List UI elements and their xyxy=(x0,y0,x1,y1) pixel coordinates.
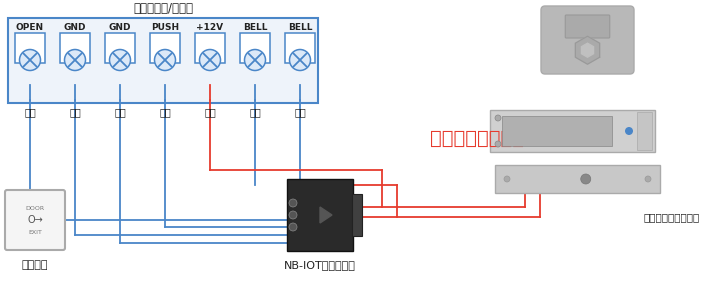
Circle shape xyxy=(244,49,265,71)
Text: GND: GND xyxy=(108,23,131,32)
Text: +12V: +12V xyxy=(196,23,224,32)
FancyBboxPatch shape xyxy=(495,165,660,193)
Polygon shape xyxy=(582,43,593,57)
Text: 蓝色: 蓝色 xyxy=(159,107,171,117)
Text: 门锁直通控制模式: 门锁直通控制模式 xyxy=(430,128,524,148)
FancyBboxPatch shape xyxy=(240,33,270,63)
Circle shape xyxy=(645,176,651,182)
Bar xyxy=(637,112,652,150)
FancyBboxPatch shape xyxy=(8,18,318,103)
FancyBboxPatch shape xyxy=(150,33,180,63)
Text: GND: GND xyxy=(64,23,87,32)
Text: 红色: 红色 xyxy=(204,107,216,117)
FancyBboxPatch shape xyxy=(195,33,225,63)
Text: 电控灵性锁或磁力锁: 电控灵性锁或磁力锁 xyxy=(643,212,700,222)
FancyBboxPatch shape xyxy=(15,33,45,63)
FancyBboxPatch shape xyxy=(285,33,315,63)
Circle shape xyxy=(289,199,297,207)
FancyBboxPatch shape xyxy=(565,15,610,38)
Circle shape xyxy=(110,49,130,71)
Text: BELL: BELL xyxy=(243,23,268,32)
Circle shape xyxy=(289,49,310,71)
Polygon shape xyxy=(575,36,600,64)
FancyBboxPatch shape xyxy=(541,6,634,74)
Text: 黑色: 黑色 xyxy=(69,107,81,117)
FancyBboxPatch shape xyxy=(5,190,65,250)
Text: 黑色: 黑色 xyxy=(114,107,126,117)
FancyBboxPatch shape xyxy=(60,33,90,63)
Text: DOOR: DOOR xyxy=(25,206,44,210)
Circle shape xyxy=(504,176,510,182)
Circle shape xyxy=(289,223,297,231)
Text: BELL: BELL xyxy=(288,23,313,32)
FancyBboxPatch shape xyxy=(352,194,362,236)
Text: O→: O→ xyxy=(27,215,43,225)
Text: 出门开关: 出门开关 xyxy=(22,260,49,270)
FancyBboxPatch shape xyxy=(287,179,353,251)
Text: PUSH: PUSH xyxy=(151,23,179,32)
Text: NB-IOT门禁控制器: NB-IOT门禁控制器 xyxy=(284,260,356,270)
Text: 灰色: 灰色 xyxy=(294,107,306,117)
Text: EXIT: EXIT xyxy=(28,229,42,235)
Text: 白色: 白色 xyxy=(24,107,36,117)
Circle shape xyxy=(154,49,175,71)
Bar xyxy=(502,116,612,146)
Text: 原门禁电源/一体机: 原门禁电源/一体机 xyxy=(133,2,193,15)
Circle shape xyxy=(495,115,501,121)
FancyBboxPatch shape xyxy=(490,110,655,152)
Text: OPEN: OPEN xyxy=(16,23,44,32)
Circle shape xyxy=(289,211,297,219)
Circle shape xyxy=(625,127,633,135)
Circle shape xyxy=(199,49,220,71)
Text: 灰色: 灰色 xyxy=(249,107,261,117)
Circle shape xyxy=(495,141,501,147)
Circle shape xyxy=(65,49,85,71)
FancyBboxPatch shape xyxy=(105,33,135,63)
Polygon shape xyxy=(320,207,332,223)
Circle shape xyxy=(20,49,41,71)
Circle shape xyxy=(581,174,591,184)
